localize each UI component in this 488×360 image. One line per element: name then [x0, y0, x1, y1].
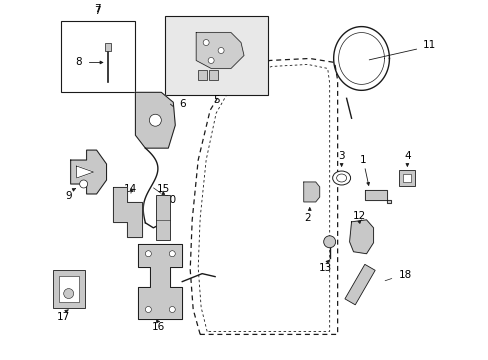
Text: 10: 10 — [163, 195, 177, 205]
Text: 4: 4 — [403, 151, 410, 161]
Text: 15: 15 — [156, 184, 170, 194]
Circle shape — [145, 306, 151, 312]
Circle shape — [169, 306, 175, 312]
Text: 16: 16 — [151, 323, 164, 332]
Polygon shape — [196, 32, 244, 68]
Text: 5: 5 — [212, 95, 219, 105]
Text: 18: 18 — [398, 270, 411, 280]
Circle shape — [323, 236, 335, 248]
Ellipse shape — [332, 171, 350, 185]
Bar — [209, 71, 218, 80]
Circle shape — [80, 180, 87, 188]
Bar — [198, 71, 207, 80]
Polygon shape — [71, 150, 106, 194]
Text: 13: 13 — [318, 263, 332, 273]
Circle shape — [203, 40, 209, 45]
Polygon shape — [77, 166, 93, 178]
Polygon shape — [112, 187, 142, 237]
Circle shape — [63, 289, 74, 298]
Bar — [403, 174, 410, 182]
Text: 12: 12 — [352, 211, 366, 221]
Circle shape — [208, 58, 214, 63]
Text: 2: 2 — [304, 213, 310, 223]
Bar — [165, 15, 267, 95]
Bar — [104, 42, 110, 50]
Polygon shape — [349, 220, 373, 254]
Text: 8: 8 — [75, 58, 82, 67]
Text: 14: 14 — [123, 184, 137, 194]
Circle shape — [218, 48, 224, 54]
Text: 1: 1 — [360, 155, 366, 165]
Bar — [399, 170, 414, 186]
Bar — [59, 276, 79, 302]
Bar — [61, 21, 135, 92]
Circle shape — [145, 251, 151, 257]
Text: 9: 9 — [65, 191, 72, 201]
Text: 17: 17 — [57, 312, 70, 323]
Bar — [344, 264, 374, 305]
Polygon shape — [135, 92, 175, 148]
Circle shape — [149, 114, 161, 126]
Text: 7: 7 — [94, 6, 101, 15]
Polygon shape — [364, 190, 390, 203]
Text: 6: 6 — [179, 99, 185, 109]
Ellipse shape — [336, 174, 346, 182]
Text: 11: 11 — [422, 40, 435, 50]
Bar — [156, 195, 170, 240]
Polygon shape — [303, 182, 319, 202]
Bar — [53, 270, 84, 307]
Text: 7: 7 — [94, 4, 101, 14]
Circle shape — [169, 251, 175, 257]
Text: 3: 3 — [338, 151, 344, 161]
Polygon shape — [138, 244, 182, 319]
